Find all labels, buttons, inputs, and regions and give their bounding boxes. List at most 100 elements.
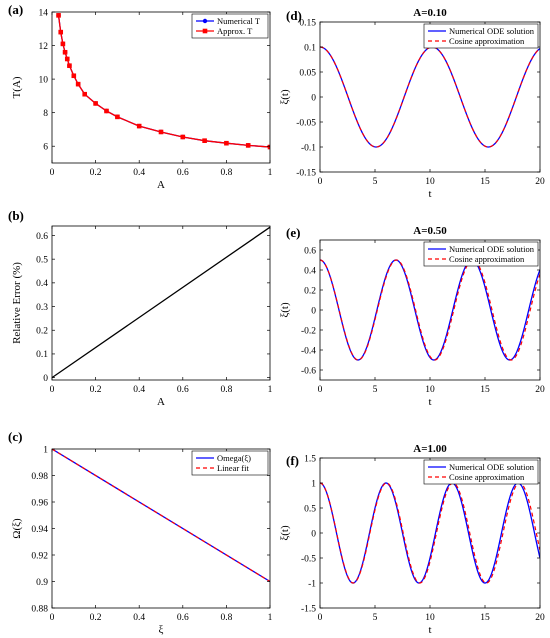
y-tick-label: 0.88 [31,604,48,614]
y-tick-label: 0 [311,93,316,103]
x-tick-label: 5 [373,385,378,395]
panel-title: A=0.10 [413,7,447,19]
data-point [58,29,64,35]
legend-label-0: Omega(ξ) [217,453,251,463]
legend-label-1: Cosine approximation [449,36,525,46]
legend-label-0: Numerical ODE solution [449,26,535,36]
data-point [82,91,87,97]
legend-label-1: Approx. T [217,26,253,36]
y-tick-label: 0.9 [36,578,48,588]
x-tick-label: 15 [480,613,490,623]
y-tick-label: 0.94 [31,525,48,535]
x-tick-label: 1 [268,613,273,623]
x-tick-label: 15 [480,385,490,395]
y-tick-label: 0.1 [304,43,316,53]
x-tick-label: 0 [318,613,323,623]
data-point [267,144,270,150]
plot-area [320,46,540,148]
y-tick-label: 6 [43,143,48,153]
y-tick-label: 0.5 [36,255,48,265]
data-point [104,108,109,114]
y-tick-label: 1 [311,479,316,489]
data-point [56,13,61,18]
y-tick-label: 12 [39,42,49,52]
series-line-0 [320,482,540,584]
legend-label-0: Numerical ODE solution [449,244,535,254]
legend-box [423,23,539,49]
y-tick-label: 10 [39,75,49,85]
x-tick-label: 10 [425,385,435,395]
data-point [202,138,207,143]
plot-area [52,449,270,583]
panel-title: A=0.50 [413,225,447,237]
y-tick-label: 14 [39,8,49,18]
data-point [93,101,98,106]
panel-f: (f) A=1.00 0 5 10 15 20 -1.5 -1 -0.5 0 0.5 1 1.5 t ξ(t)… [279,443,545,636]
y-tick-label: 1 [43,445,48,455]
panel-e: (e) A=0.50 0 5 10 15 20 -0.6 -0.4 -0.2 0 0.2 0.4 0.6 t… [279,225,545,408]
series-line-1 [320,46,540,148]
x-tick-label: 1 [268,168,273,178]
legend-box [423,241,539,267]
y-tick-label: -1 [308,579,316,589]
y-tick-label: 0 [43,374,48,384]
data-point [115,114,120,120]
series-line-0 [320,46,540,148]
figure-panels: (a)0 0.2 0.4 0.6 0.8 168101214AT(A)Numerical … [8,2,545,636]
data-point [71,73,77,79]
data-point [180,134,186,140]
x-tick-label: 0.2 [90,168,102,178]
x-tick-label: 0.4 [133,613,145,623]
y-tick-label: 0.98 [31,472,48,482]
series-line-0 [320,259,540,361]
plot-area [52,226,270,379]
x-tick-label: 0.8 [220,613,232,623]
x-tick-label: 0.4 [133,385,145,395]
y-tick-label: 0 [311,306,316,316]
y-tick-label: 0.4 [304,266,316,276]
y-tick-label: 1.5 [304,454,316,464]
series-line-1 [320,259,540,361]
data-point [224,140,229,146]
legend-label-1: Linear fit [217,463,249,473]
legend: Omega(ξ)Linear fit [191,450,269,476]
x-tick-label: 15 [480,177,490,187]
x-tick-label: 0.4 [133,168,145,178]
legend-label-0: Numerical ODE solution [449,462,535,472]
y-tick-label: 0.6 [36,232,48,242]
legend-box [191,13,269,39]
y-tick-label: 0.1 [36,350,48,360]
legend-label-0: Numerical T [217,16,261,26]
data-point [62,49,68,55]
y-axis-label: ξ(t) [279,89,291,105]
y-tick-label: 0.2 [36,327,48,337]
x-tick-label: 0 [50,613,55,623]
data-point [64,56,70,62]
y-tick-label: -0.4 [301,346,316,356]
panel-label: (a) [8,2,23,17]
y-tick-label: -0.1 [301,143,316,153]
y-axis-label: ξ(t) [279,525,291,541]
y-tick-label: -0.05 [296,118,316,128]
x-tick-label: 20 [535,613,545,623]
data-point [245,143,251,148]
y-tick-label: 0.4 [36,279,48,289]
panel-b: (b) 0 0.2 0.4 0.6 0.8 1 0 0.1 0.2 0.3 0.4 0.5 0.6 A Rel… [8,208,273,408]
x-axis-label: A [157,396,165,408]
panel-d: (d) A=0.10 0 5 10 15 20 -0.15 -0.1 -0.05 0 0.05 0.1 0… [279,7,545,200]
legend-box [191,450,269,476]
panel-label: (c) [8,429,22,444]
x-tick-label: 0.8 [220,385,232,395]
legend-marker [202,28,208,34]
y-tick-label: 0.15 [299,18,316,28]
panel-c: (c) 0 0.2 0.4 0.6 0.8 1 0.88 0.9 0.92 0.94 0.96 0.98… [8,429,273,636]
y-tick-label: 0.2 [304,286,316,296]
legend-label-1: Cosine approximation [449,472,525,482]
panel-title: A=1.00 [413,443,447,455]
x-tick-label: 0 [50,168,55,178]
